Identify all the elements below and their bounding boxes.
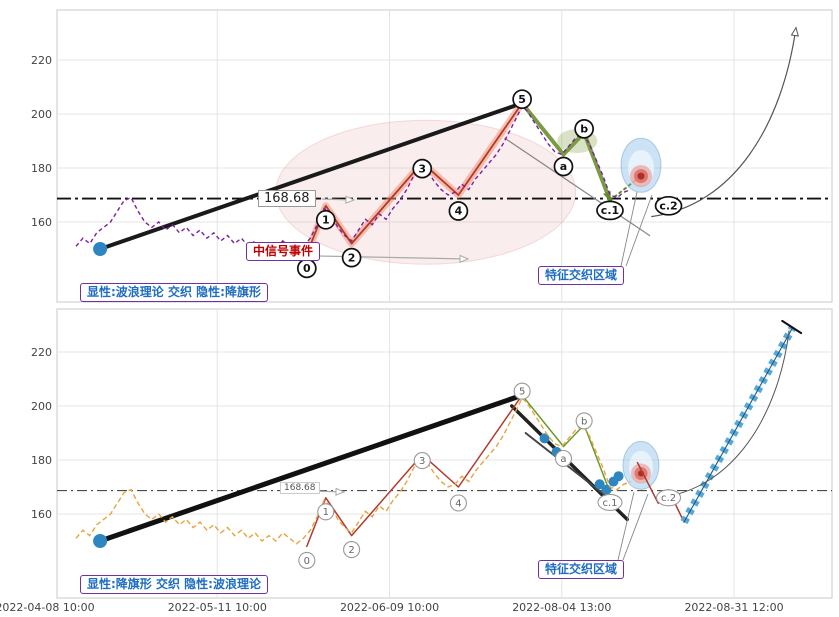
price-series-top <box>75 104 631 253</box>
wave-marker-1 <box>315 209 336 230</box>
impulse-trendline <box>97 392 525 544</box>
start-dot <box>93 534 108 548</box>
panel-bottom <box>56 308 833 599</box>
y-tick-label: 220 <box>31 346 52 359</box>
wave-marker-label: 4 <box>455 205 463 218</box>
bottom-panel-mode-label: 显性:降旗形 交织 隐性:波浪理论 <box>80 575 268 594</box>
wave-marker-4 <box>448 201 469 221</box>
impulse-trendline <box>98 101 525 251</box>
feature-zone-label-top: 特征交织区域 <box>538 266 625 285</box>
wave-marker-2 <box>343 541 361 559</box>
wave-marker-0 <box>298 551 316 569</box>
x-tick-label: 2022-06-09 10:00 <box>340 601 439 614</box>
wave-marker-3 <box>413 452 431 470</box>
wave-marker-label: 4 <box>455 498 461 509</box>
wave-marker-label: 2 <box>348 251 356 264</box>
wave-marker-label: b <box>580 123 588 136</box>
x-tick-label: 2022-05-11 10:00 <box>168 601 267 614</box>
wave-marker-c.1 <box>596 200 624 221</box>
wave-marker-c.1 <box>597 493 623 511</box>
feature-dot <box>613 471 624 482</box>
start-dot <box>93 242 108 256</box>
flag-line-b <box>524 432 620 507</box>
wave-marker-label: 3 <box>419 456 425 467</box>
confluence-ellipse <box>275 119 577 265</box>
top-panel-mode-label: 显性:波浪理论 交织 隐性:降旗形 <box>80 283 268 302</box>
hline-value-label-bottom: 168.68 <box>280 482 320 494</box>
feature-dot <box>601 484 612 495</box>
wave-marker-label: 0 <box>304 556 310 567</box>
wave-marker-label: c.1 <box>601 204 619 217</box>
wave-marker-5 <box>512 89 532 110</box>
wave-marker-1 <box>317 503 335 521</box>
feature-dot <box>594 479 605 490</box>
flag-pole <box>683 327 794 523</box>
arrowhead <box>345 195 356 204</box>
wave-marker-b <box>575 412 593 430</box>
y-tick-label: 200 <box>31 108 52 121</box>
arrowhead <box>459 254 470 263</box>
wave-marker-c.2 <box>655 489 682 507</box>
wave-marker-2 <box>341 247 362 268</box>
signal-event-label: 中信号事件 <box>246 242 321 261</box>
wave-marker-label: b <box>581 416 587 427</box>
hline-value-label-top: 168.68 <box>258 190 316 207</box>
feature-dot <box>539 433 550 444</box>
wave-marker-3 <box>412 158 433 179</box>
wave-marker-label: 1 <box>323 507 329 518</box>
wave-marker-label: 3 <box>418 162 426 175</box>
wave-marker-label: a <box>560 160 567 173</box>
abc-path <box>521 394 611 494</box>
leader-line <box>617 491 635 561</box>
y-tick-label: 220 <box>31 54 52 67</box>
feature-zone-label-bottom: 特征交织区域 <box>538 560 625 579</box>
wave-marker-label: c.1 <box>602 498 617 509</box>
wave-marker-5 <box>513 382 531 400</box>
wave-marker-4 <box>449 494 467 512</box>
wave-marker-label: 5 <box>519 387 525 398</box>
y-tick-label: 160 <box>31 216 52 229</box>
projection-curve <box>658 330 790 499</box>
target-ring <box>637 172 645 180</box>
flag-upper-line <box>504 137 651 237</box>
leader-line <box>625 194 653 267</box>
wave-marker-label: 1 <box>322 214 330 227</box>
wave-marker-label: a <box>560 454 566 465</box>
leader-line <box>622 493 649 561</box>
price-series-bottom <box>75 396 631 545</box>
x-tick-label: 2022-08-04 13:00 <box>512 601 611 614</box>
panel-top <box>56 9 833 303</box>
arrowhead <box>335 487 346 496</box>
wave-marker-label: 0 <box>303 262 311 275</box>
arrowhead <box>790 26 799 37</box>
leader-line <box>620 191 638 267</box>
x-tick-label: 2022-08-31 12:00 <box>684 601 783 614</box>
wave-marker-label: 5 <box>518 93 526 106</box>
abc-path <box>520 101 612 203</box>
y-tick-label: 200 <box>31 400 52 413</box>
y-tick-label: 180 <box>31 162 52 175</box>
wave-marker-label: c.2 <box>659 200 677 213</box>
wave-marker-a <box>553 156 574 177</box>
x-tick-label: 2022-04-08 10:00 <box>0 601 95 614</box>
wave-marker-c.2 <box>654 195 683 216</box>
arrowhead <box>603 190 611 202</box>
y-tick-label: 180 <box>31 454 52 467</box>
wave-marker-a <box>554 449 573 468</box>
y-tick-label: 160 <box>31 508 52 521</box>
wave-marker-label: 2 <box>348 545 354 556</box>
pole-top-tick <box>781 319 803 335</box>
wave-marker-label: c.2 <box>661 493 676 504</box>
wave-marker-b <box>574 119 594 139</box>
